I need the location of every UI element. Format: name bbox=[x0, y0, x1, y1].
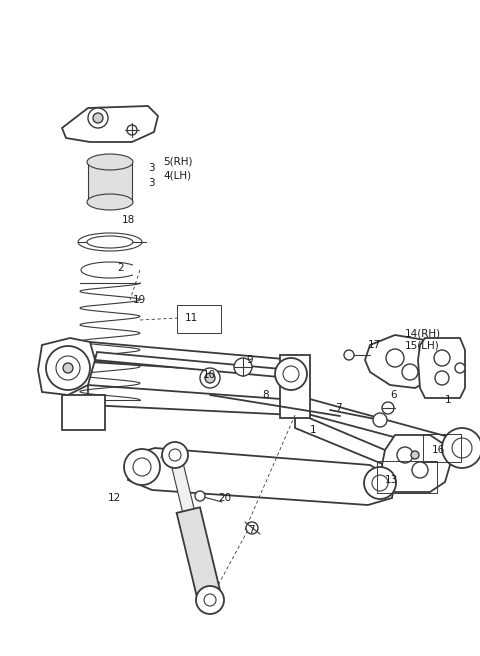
Circle shape bbox=[234, 358, 252, 376]
Circle shape bbox=[46, 346, 90, 390]
Circle shape bbox=[402, 364, 418, 380]
Polygon shape bbox=[128, 448, 395, 505]
Text: 14(RH): 14(RH) bbox=[405, 328, 441, 338]
Circle shape bbox=[412, 462, 428, 478]
Polygon shape bbox=[38, 338, 95, 395]
Text: 8: 8 bbox=[262, 390, 269, 400]
Text: 2: 2 bbox=[117, 263, 124, 273]
Polygon shape bbox=[169, 453, 195, 514]
Text: 9: 9 bbox=[246, 355, 252, 365]
Text: 1: 1 bbox=[445, 395, 452, 405]
Circle shape bbox=[88, 108, 108, 128]
Text: 10: 10 bbox=[203, 370, 216, 380]
Polygon shape bbox=[177, 507, 222, 603]
Circle shape bbox=[205, 373, 215, 383]
Text: 18: 18 bbox=[122, 215, 135, 225]
Circle shape bbox=[63, 363, 73, 373]
Circle shape bbox=[435, 371, 449, 385]
Text: 7: 7 bbox=[248, 525, 254, 535]
Circle shape bbox=[382, 402, 394, 414]
Polygon shape bbox=[295, 395, 465, 456]
Polygon shape bbox=[418, 338, 465, 398]
Text: 11: 11 bbox=[185, 313, 198, 323]
Text: 12: 12 bbox=[108, 493, 121, 503]
Polygon shape bbox=[382, 435, 450, 492]
Text: 3: 3 bbox=[148, 178, 155, 188]
Text: 13: 13 bbox=[385, 475, 398, 485]
Polygon shape bbox=[365, 335, 435, 388]
Text: 17: 17 bbox=[368, 340, 381, 350]
Circle shape bbox=[442, 428, 480, 468]
Circle shape bbox=[133, 458, 151, 476]
Circle shape bbox=[195, 491, 205, 501]
Text: 3: 3 bbox=[148, 163, 155, 173]
Circle shape bbox=[93, 113, 103, 123]
Circle shape bbox=[127, 125, 137, 135]
Circle shape bbox=[386, 349, 404, 367]
Circle shape bbox=[434, 350, 450, 366]
Circle shape bbox=[283, 366, 299, 382]
Circle shape bbox=[162, 442, 188, 468]
Circle shape bbox=[373, 413, 387, 427]
Circle shape bbox=[397, 447, 413, 463]
Polygon shape bbox=[280, 355, 310, 418]
Circle shape bbox=[411, 451, 419, 459]
Polygon shape bbox=[62, 106, 158, 142]
Text: 4(LH): 4(LH) bbox=[163, 170, 191, 180]
Text: 7: 7 bbox=[335, 403, 342, 413]
Text: 16: 16 bbox=[432, 445, 445, 455]
Text: 19: 19 bbox=[133, 295, 146, 305]
Circle shape bbox=[246, 522, 258, 534]
Polygon shape bbox=[295, 412, 385, 465]
Polygon shape bbox=[88, 385, 295, 415]
Ellipse shape bbox=[78, 233, 142, 251]
Ellipse shape bbox=[87, 154, 133, 170]
Circle shape bbox=[344, 350, 354, 360]
Polygon shape bbox=[90, 342, 295, 375]
Circle shape bbox=[364, 467, 396, 499]
Circle shape bbox=[275, 358, 307, 390]
Text: 6: 6 bbox=[390, 390, 396, 400]
Polygon shape bbox=[95, 352, 292, 378]
Circle shape bbox=[204, 594, 216, 606]
Ellipse shape bbox=[87, 236, 133, 248]
Circle shape bbox=[200, 368, 220, 388]
Text: 1: 1 bbox=[310, 425, 317, 435]
Circle shape bbox=[196, 586, 224, 614]
Polygon shape bbox=[88, 162, 132, 202]
Circle shape bbox=[124, 449, 160, 485]
Text: 20: 20 bbox=[218, 493, 231, 503]
Text: 5(RH): 5(RH) bbox=[163, 157, 192, 167]
Circle shape bbox=[169, 449, 181, 461]
Polygon shape bbox=[62, 395, 105, 430]
Ellipse shape bbox=[87, 194, 133, 210]
Text: 15(LH): 15(LH) bbox=[405, 341, 440, 351]
Circle shape bbox=[56, 356, 80, 380]
Circle shape bbox=[452, 438, 472, 458]
Circle shape bbox=[455, 363, 465, 373]
Circle shape bbox=[372, 475, 388, 491]
